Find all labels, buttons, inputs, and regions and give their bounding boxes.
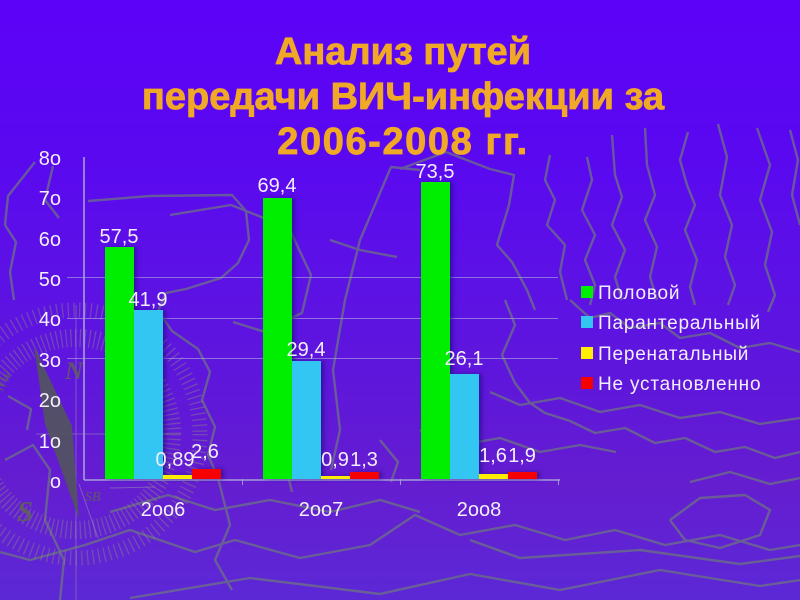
svg-text:SB: SB [85,490,101,505]
svg-text:N: N [64,358,84,385]
svg-text:S: S [17,496,33,528]
